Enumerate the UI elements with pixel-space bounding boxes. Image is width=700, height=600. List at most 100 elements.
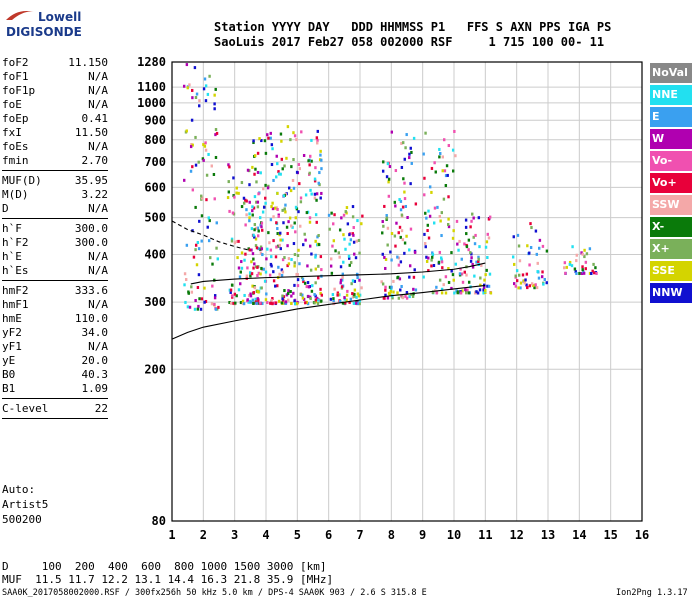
- echo-point: [252, 291, 256, 295]
- echo-point: [427, 256, 430, 260]
- echo-point: [210, 302, 214, 306]
- echo-point: [318, 171, 321, 175]
- echo-point: [327, 213, 331, 217]
- y-tick-label: 300: [144, 295, 166, 309]
- echo-point: [444, 184, 448, 188]
- echo-point: [444, 291, 448, 295]
- echo-point: [451, 236, 455, 240]
- trace-line: [171, 220, 251, 252]
- legend-entry-x: X-: [650, 217, 692, 237]
- echo-point: [248, 248, 251, 252]
- echo-point: [253, 228, 256, 232]
- echo-point: [253, 235, 256, 239]
- echo-point: [304, 238, 307, 242]
- echo-point: [545, 249, 549, 253]
- param-label: yF1: [2, 340, 22, 353]
- echo-point: [287, 220, 290, 224]
- echo-point: [441, 155, 444, 159]
- echo-point: [298, 262, 301, 266]
- param-row: h`Es N/A: [2, 264, 108, 278]
- echo-point: [214, 307, 218, 311]
- param-value: 11.50: [74, 126, 108, 139]
- echo-point: [439, 219, 442, 223]
- echo-point: [402, 177, 405, 181]
- echo-point: [295, 207, 299, 211]
- echo-point: [182, 84, 186, 88]
- echo-point: [188, 305, 192, 309]
- echo-point: [428, 214, 432, 218]
- echo-point: [267, 184, 270, 188]
- echo-point: [256, 226, 260, 230]
- echo-point: [459, 267, 462, 271]
- echo-point: [292, 186, 296, 190]
- echo-point: [352, 292, 356, 296]
- echo-point: [250, 227, 254, 231]
- echo-point: [410, 161, 413, 165]
- echo-point: [353, 288, 357, 292]
- echo-point: [271, 302, 274, 306]
- echo-point: [277, 299, 281, 303]
- echo-point: [203, 144, 207, 148]
- echo-point: [281, 258, 285, 262]
- echo-point: [264, 183, 267, 187]
- param-row: D N/A: [2, 202, 108, 216]
- echo-point: [184, 278, 188, 282]
- echo-point: [207, 152, 210, 156]
- echo-point: [434, 170, 437, 174]
- echo-point: [271, 147, 274, 151]
- echo-point: [332, 300, 335, 304]
- echo-point: [315, 192, 319, 196]
- echo-point: [396, 276, 399, 280]
- echo-point: [467, 248, 470, 252]
- separator: [2, 418, 108, 419]
- echo-point: [231, 211, 235, 215]
- echo-point: [400, 284, 403, 288]
- legend-entry-x: X+: [650, 239, 692, 259]
- echo-point: [240, 260, 243, 264]
- echo-point: [575, 259, 578, 263]
- echo-point: [245, 213, 248, 217]
- echo-point: [387, 291, 391, 295]
- echo-point: [319, 149, 322, 153]
- echo-point: [570, 264, 574, 268]
- echo-point: [466, 288, 469, 292]
- legend-entry-nne: NNE: [650, 85, 692, 105]
- echo-point: [252, 206, 256, 210]
- echo-point: [257, 247, 260, 251]
- param-row: foEp 0.41: [2, 112, 108, 126]
- echo-point: [529, 246, 533, 250]
- echo-point: [408, 264, 412, 268]
- echo-point: [263, 279, 267, 283]
- echo-point: [423, 241, 427, 245]
- echo-point: [426, 223, 430, 227]
- echo-point: [289, 290, 292, 294]
- echo-point: [456, 291, 459, 295]
- echo-point: [588, 271, 592, 275]
- echo-point: [581, 268, 584, 272]
- echo-point: [582, 271, 586, 275]
- echo-point: [313, 301, 316, 305]
- echo-point: [315, 296, 319, 300]
- echo-point: [344, 247, 347, 251]
- echo-point: [253, 172, 256, 176]
- echo-point: [239, 282, 242, 286]
- echo-point: [195, 263, 199, 267]
- echo-point: [200, 297, 204, 301]
- echo-point: [469, 251, 472, 255]
- echo-point: [242, 302, 246, 306]
- echo-point: [447, 144, 451, 148]
- echo-point: [251, 165, 254, 169]
- echo-point: [198, 99, 201, 103]
- echo-point: [293, 134, 297, 138]
- echo-point: [229, 301, 233, 305]
- echo-point: [386, 162, 390, 166]
- echo-point: [482, 291, 485, 295]
- echo-point: [215, 221, 218, 225]
- echo-point: [284, 300, 288, 304]
- echo-point: [198, 297, 201, 301]
- echo-point: [314, 213, 318, 217]
- param-value: N/A: [88, 70, 108, 83]
- echo-point: [271, 201, 274, 205]
- auto-version: 500200: [2, 513, 42, 526]
- echo-point: [253, 262, 256, 266]
